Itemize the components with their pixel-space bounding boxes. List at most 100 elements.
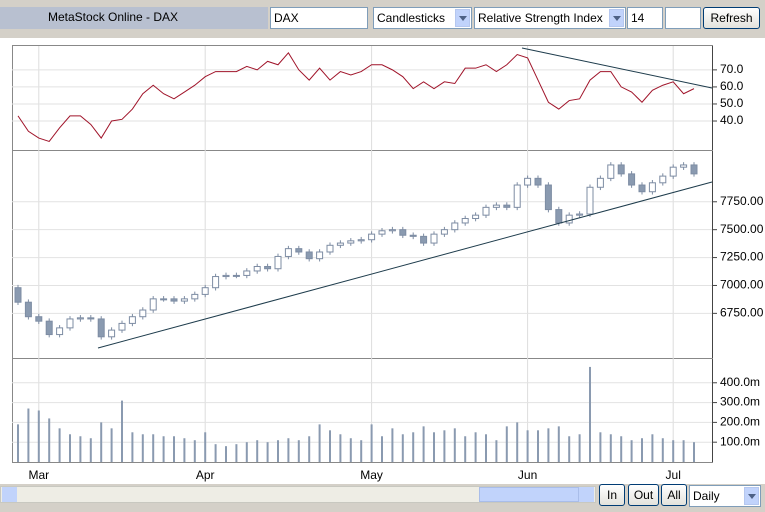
- candle-body: [232, 274, 240, 277]
- volume-bar: [48, 418, 51, 462]
- zoom-in-button[interactable]: In: [599, 484, 625, 506]
- candle-body: [659, 175, 667, 184]
- volume-bar: [620, 436, 623, 462]
- indicator-select[interactable]: Relative Strength Index: [474, 7, 626, 29]
- chart-background: [0, 38, 765, 484]
- zoom-out-button[interactable]: Out: [628, 484, 659, 506]
- volume-bar: [297, 440, 300, 462]
- volume-bar: [349, 438, 352, 462]
- candle-body: [388, 229, 396, 232]
- y-tick-label: 7500.00: [720, 222, 764, 236]
- y-tick-label: 50.0: [720, 96, 744, 110]
- candle-body: [607, 164, 615, 179]
- scroll-left[interactable]: [2, 487, 17, 502]
- volume-bar: [568, 436, 571, 462]
- volume-bar: [589, 366, 591, 462]
- x-tick-label: May: [360, 468, 383, 482]
- candle-body: [638, 184, 646, 193]
- candle-body: [586, 186, 594, 215]
- rsi-line: [17, 51, 695, 143]
- y-tick-label: 100.0m: [720, 434, 760, 448]
- volume-bar: [235, 444, 238, 462]
- volume-bar: [256, 440, 259, 462]
- y-tick-label: 200.0m: [720, 415, 760, 429]
- candle-body: [76, 317, 84, 320]
- symbol-input[interactable]: DAX: [270, 7, 368, 29]
- scroll-right[interactable]: [579, 487, 594, 502]
- candle-body: [305, 251, 313, 260]
- scroll-thumb[interactable]: [479, 487, 579, 502]
- volume-bar: [433, 432, 435, 462]
- interval: Daily: [693, 489, 720, 503]
- candle-body: [66, 318, 74, 329]
- candle-body: [56, 327, 64, 336]
- candle-body: [482, 206, 490, 216]
- volume-bar: [89, 438, 92, 462]
- candle-body: [253, 265, 261, 272]
- scrollbar[interactable]: [0, 486, 596, 503]
- volume-bar: [609, 434, 612, 462]
- candle-body: [212, 276, 220, 289]
- refresh-button[interactable]: Refresh: [703, 7, 760, 29]
- candle-body: [399, 229, 407, 236]
- volume-bar: [661, 438, 664, 462]
- dropdown-arrow: [744, 487, 759, 505]
- volume-bar: [485, 434, 487, 462]
- volume-bar: [401, 434, 404, 462]
- volume-bar: [17, 424, 19, 462]
- candle-body: [180, 298, 188, 302]
- volume-bar: [630, 440, 633, 462]
- x-tick-label: Jul: [666, 468, 681, 482]
- zoom-all-button[interactable]: All: [661, 484, 687, 506]
- candle-body: [336, 242, 344, 246]
- volume-bar: [100, 422, 103, 462]
- candle-body: [264, 265, 272, 270]
- volume-bar: [58, 428, 61, 462]
- volume-bar: [412, 432, 415, 462]
- volume-bar: [287, 438, 290, 462]
- volume-bar: [214, 444, 217, 462]
- candle-body: [118, 322, 126, 331]
- volume-bar: [422, 426, 425, 462]
- volume-bar: [162, 436, 165, 462]
- volume-bar: [141, 434, 144, 462]
- volume-bar: [599, 432, 602, 462]
- interval-select[interactable]: Daily: [689, 485, 761, 507]
- y-tick-label: 40.0: [720, 113, 744, 127]
- candle-body: [97, 318, 105, 338]
- volume-bar: [37, 410, 40, 462]
- y-tick-label: 7000.00: [720, 278, 764, 292]
- dropdown-arrow: [609, 9, 624, 27]
- volume-bar: [505, 426, 508, 462]
- volume-bar: [557, 426, 560, 462]
- candle-body: [191, 293, 199, 300]
- candle-body: [534, 177, 542, 186]
- candle-body: [555, 209, 563, 224]
- candle-body: [669, 166, 677, 177]
- volume-bar: [110, 428, 113, 462]
- volume-bar: [225, 446, 227, 462]
- candle-body: [544, 184, 552, 211]
- period-input[interactable]: 14: [627, 7, 663, 29]
- volume-bar: [69, 434, 71, 462]
- volume-bar: [329, 430, 331, 462]
- window-title: MetaStock Online - DAX: [0, 7, 268, 29]
- volume-bar: [277, 440, 279, 462]
- volume-bar: [27, 408, 30, 462]
- chart-style-select[interactable]: Candlesticks: [373, 7, 472, 29]
- candle-body: [451, 222, 459, 231]
- volume-bar: [360, 440, 363, 462]
- candle-body: [243, 270, 251, 276]
- candle-body: [14, 287, 22, 303]
- y-tick-label: 300.0m: [720, 395, 760, 409]
- y-tick-label: 6750.00: [720, 306, 764, 320]
- volume-bar: [266, 442, 269, 462]
- candle-body: [316, 251, 324, 260]
- empty-input[interactable]: [665, 7, 701, 29]
- volume-bar: [651, 434, 654, 462]
- candle-body: [222, 274, 230, 278]
- volume-bar: [245, 442, 248, 462]
- volume-bar: [672, 440, 675, 462]
- y-tick-label: 60.0: [720, 79, 744, 93]
- volume-bar: [578, 434, 581, 462]
